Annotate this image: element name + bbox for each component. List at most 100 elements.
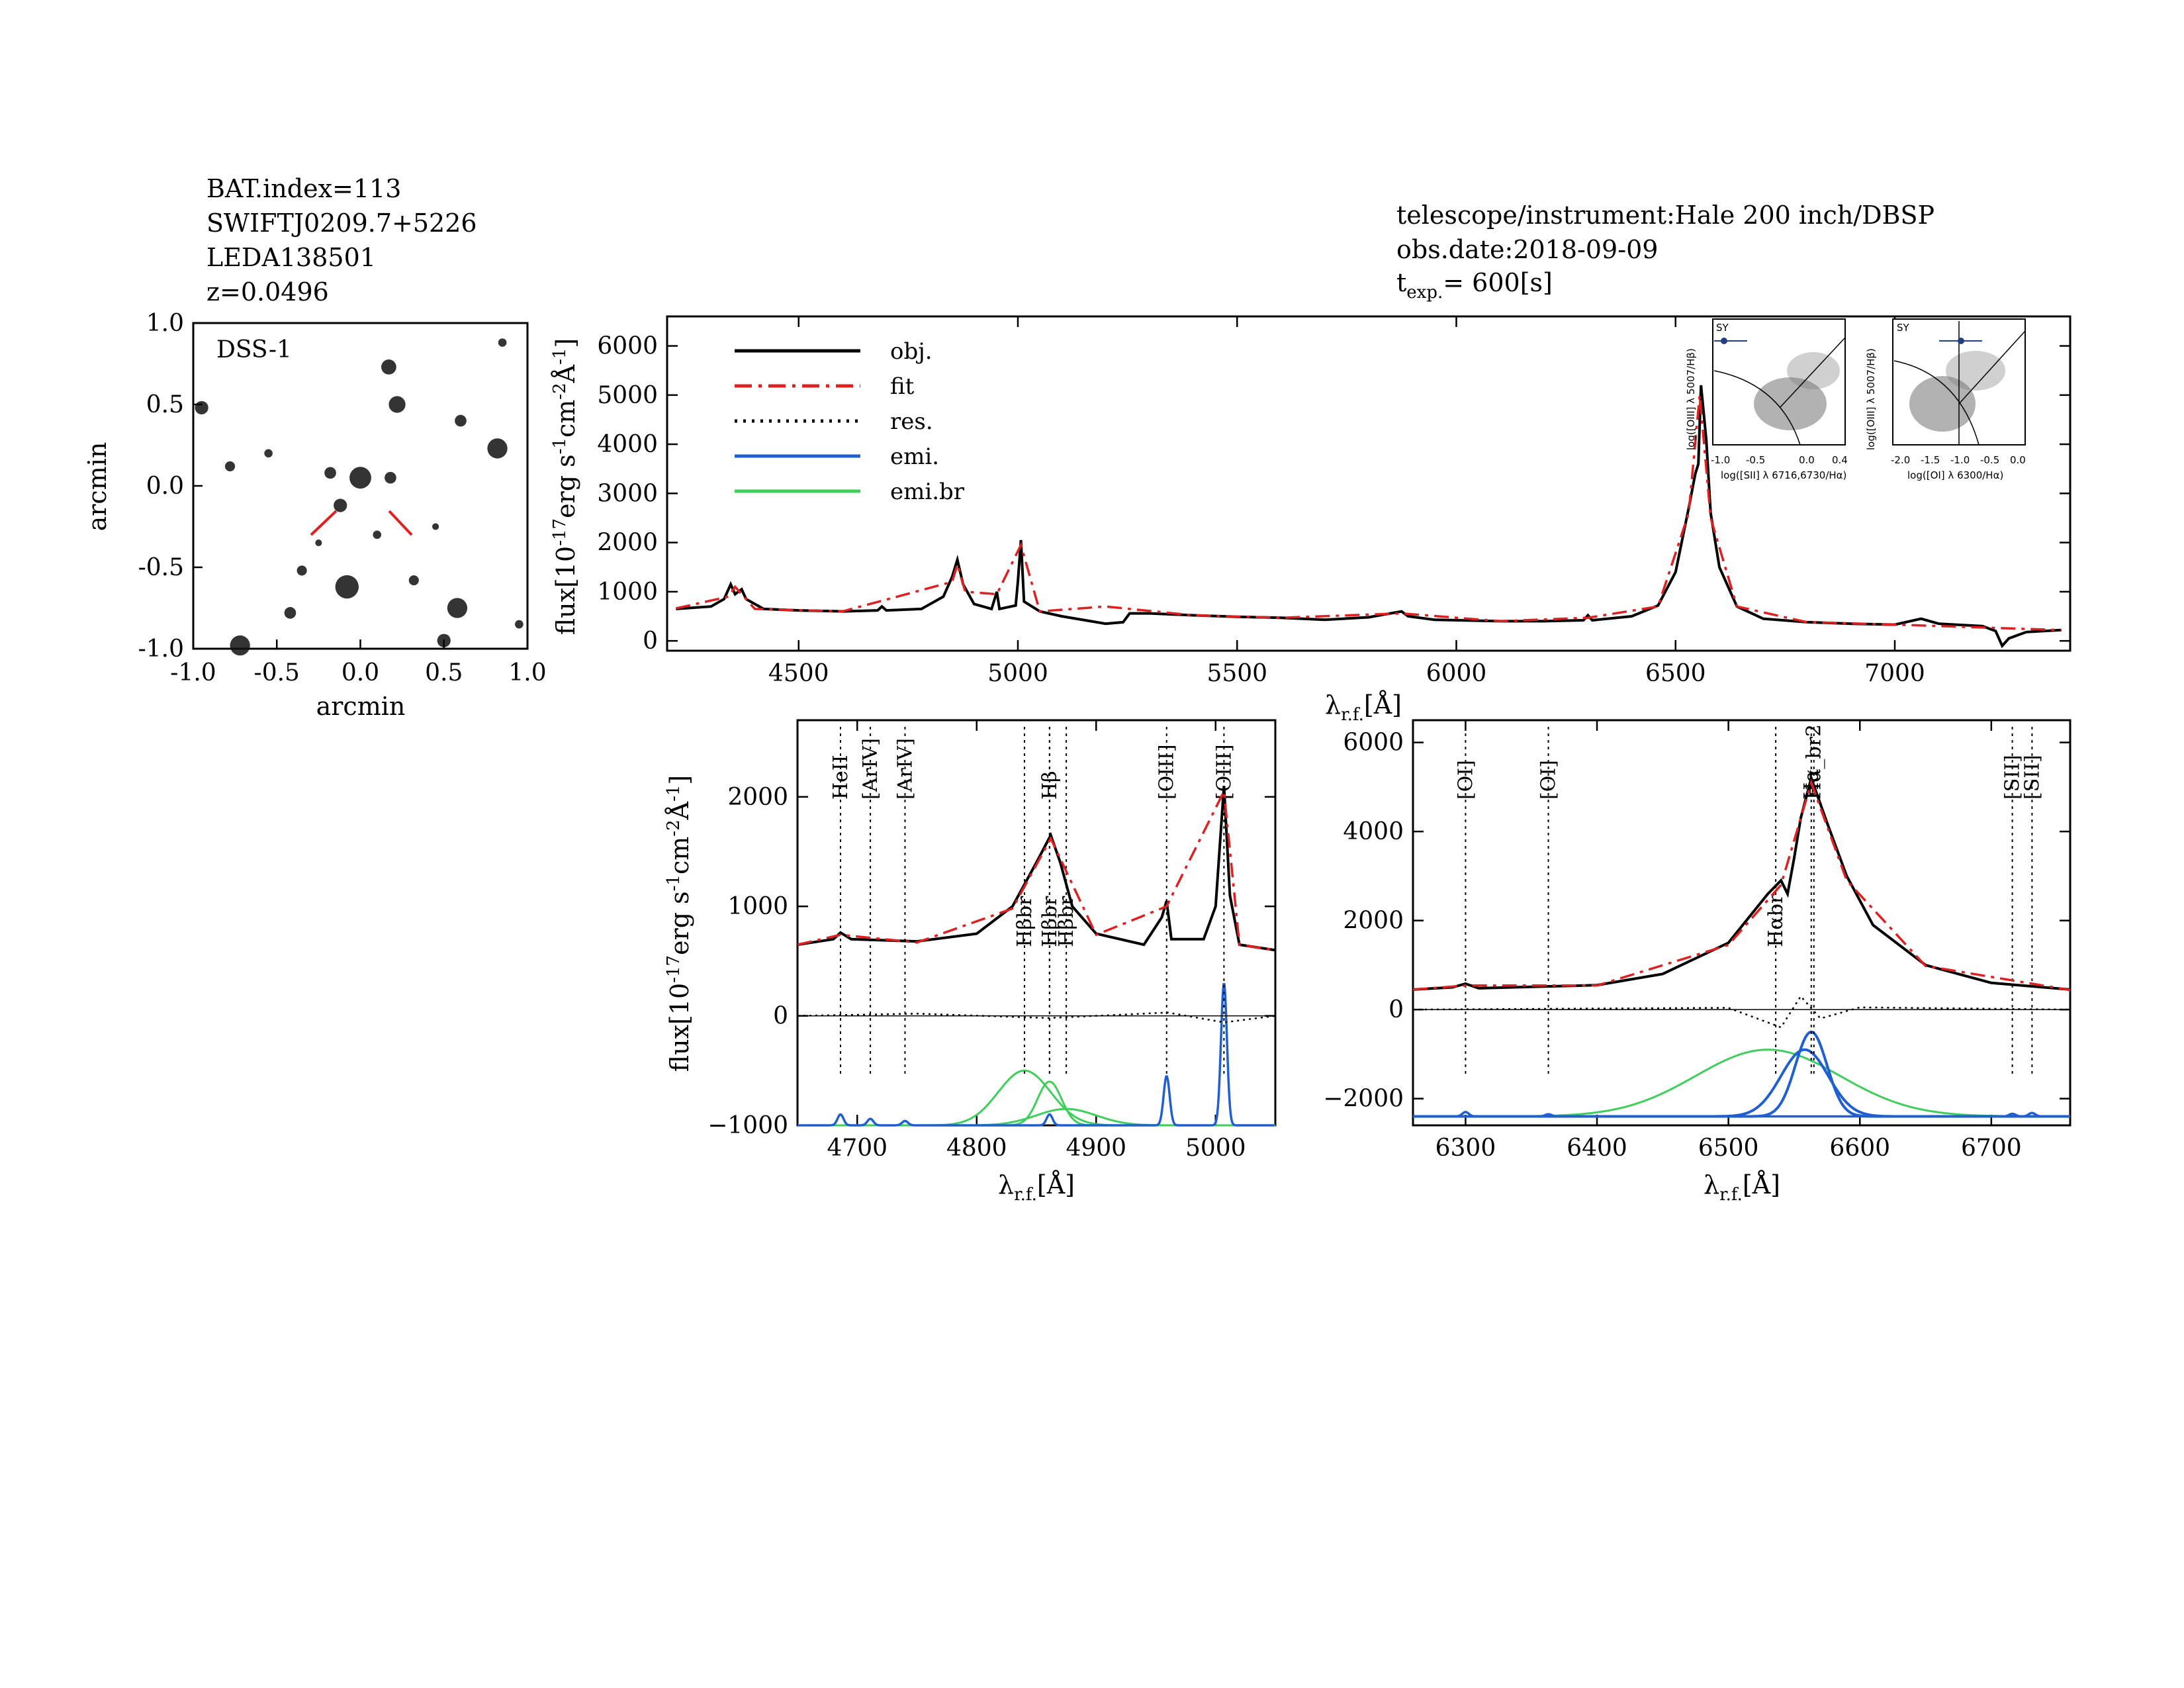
hbeta-line-label-2: [ArIV] — [859, 738, 882, 800]
bpt-oi-xlabel: log([OI] λ 6300/Hα) — [1907, 469, 2003, 481]
legend-fit: fit — [890, 373, 915, 400]
halpha-xtick-label-1: 6300 — [1435, 1135, 1496, 1162]
star-7 — [324, 467, 336, 479]
image-xtick-label-1: -1.0 — [170, 659, 216, 686]
bpt-oi-xtick-2: -1.5 — [1921, 454, 1940, 466]
bpt-sii-xlabel: log([SII] λ 6716,6730/Hα) — [1721, 469, 1846, 481]
hbeta-xtick-label-1: 4700 — [827, 1135, 887, 1162]
legend-obj: obj. — [890, 338, 933, 365]
halpha-line-label-7: [SII] — [2021, 755, 2044, 800]
target-marker-left — [310, 510, 338, 536]
star-21 — [315, 539, 322, 547]
halpha-emi-br-1 — [1413, 1049, 2068, 1117]
bpt-oi-ticks: -2.0 -1.5 -1.0 -0.5 0.0 — [1891, 454, 2026, 466]
image-axis-ticks: -1.0-1.0 -0.5 -0.5 0.0 0.0 0.5 0.5 1.0 1.0 — [138, 310, 547, 686]
halpha-line-label-6: [SII] — [2001, 755, 2025, 800]
hbeta-line-label-8: Hβbr — [1038, 896, 1062, 947]
main-xtick-label-4: 6000 — [1426, 660, 1487, 687]
hbeta-plot-lines: HeII [ArIV] [ArIV] Hβ [OIII] [OIII]Hβbr HβbrHβ… — [797, 727, 1276, 1127]
hbeta-axis-ticks: 4700 4800 4900 5000 −1000 0 1000 2000 — [707, 720, 1275, 1162]
star-3 — [388, 396, 406, 413]
bpt-sii-xtick-2: -0.5 — [1746, 454, 1765, 466]
star-10 — [335, 575, 359, 599]
hbeta-line-label-9: Hβbr — [1055, 896, 1078, 947]
star-2 — [381, 359, 396, 375]
bpt-oi-xtick-4: -0.5 — [1980, 454, 1999, 466]
star-5 — [455, 414, 467, 427]
bpt-oi-seyfert-line — [1958, 330, 2026, 404]
star-6 — [349, 467, 371, 489]
star-8 — [334, 498, 347, 512]
main-xlabel: λr.f.[Å] — [1325, 690, 1402, 725]
legend: obj. fit res. emi. emi.br — [735, 338, 965, 505]
halpha-xtick-label-2: 6400 — [1567, 1135, 1627, 1162]
main-ytick-label-7: 6000 — [597, 333, 658, 360]
bpt-sii-xtick-3: 0.0 — [1799, 454, 1815, 466]
main-xtick-label-1: 4500 — [768, 660, 829, 687]
star-4 — [487, 438, 508, 459]
main-xtick-label-3: 5500 — [1206, 660, 1267, 687]
halpha-line-label-1: [OI] — [1454, 760, 1477, 800]
main-frame — [666, 315, 2071, 652]
bpt-sii-xtick-1: -1.0 — [1711, 454, 1730, 466]
halpha-obj-spectrum — [1412, 773, 2071, 991]
hbeta-emi-narrow — [797, 983, 1275, 1127]
bpt-sii-xtick-4: 0.4 — [1832, 454, 1848, 466]
hbeta-emi-br-3 — [797, 1107, 1275, 1127]
halpha-ytick-label-3: 2000 — [1343, 908, 1404, 935]
bpt-oi-xtick-3: -1.0 — [1950, 454, 1970, 466]
bpt-sii-ylabel: log([OIII] λ 5007/Hβ) — [1685, 348, 1697, 450]
hbeta-xtick-label-4: 5000 — [1185, 1135, 1246, 1162]
hbeta-residual — [797, 1011, 1276, 1023]
hbeta-line-label-3: [ArIV] — [893, 738, 917, 800]
star-22 — [515, 620, 523, 629]
halpha-xtick-label-5: 6700 — [1961, 1135, 2022, 1162]
image-ytick-label-1: -1.0 — [138, 635, 184, 663]
main-xtick-label-5: 6500 — [1645, 660, 1706, 687]
star-field — [195, 338, 523, 656]
hbeta-line-label-7: Hβbr — [1013, 896, 1036, 947]
hbeta-line-label-5: [OIII] — [1156, 744, 1179, 800]
hbeta-emi-br-1 — [797, 1069, 1275, 1127]
swift-id-text: SWIFTJ0209.7+5226 — [206, 209, 477, 238]
bpt-oi-density-2 — [1946, 351, 2005, 391]
image-xlabel: arcmin — [316, 692, 406, 721]
halpha-line-label-3: Hαbr — [1764, 894, 1788, 947]
bpt-sii-seyfert-line — [1780, 337, 1846, 408]
halpha-ytick-label-4: 4000 — [1343, 818, 1404, 845]
obs-date-text: obs.date:2018-09-09 — [1396, 235, 1658, 264]
hbeta-ytick-label-3: 1000 — [727, 893, 788, 920]
image-xtick-label-5: 1.0 — [508, 659, 546, 686]
hbeta-ytick-label-1: −1000 — [707, 1112, 788, 1139]
star-23 — [432, 523, 439, 530]
bpt-sii-density-2 — [1787, 352, 1840, 389]
hbeta-ylabel: flux[10-17erg s-1cm-2Å-1] — [664, 775, 694, 1072]
legend-res: res. — [890, 408, 933, 435]
bpt-inset-sii: SY log([SII] λ 6716,6730/Hα) log([OIII] … — [1685, 318, 1848, 481]
bpt-sii-density — [1754, 377, 1827, 430]
main-ytick-label-4: 3000 — [597, 480, 658, 507]
bat-index-text: BAT.index=113 — [206, 174, 401, 203]
main-ytick-label-5: 4000 — [597, 431, 658, 458]
halpha-xtick-label-3: 6500 — [1698, 1135, 1759, 1162]
halpha-zoom-panel: 6300 6400 6500 6600 6700 −2000 0 2000 4000 6000 [… — [1323, 719, 2071, 1205]
dss-label: DSS-1 — [216, 336, 292, 363]
main-xtick-label-2: 5000 — [987, 660, 1048, 687]
star-13 — [447, 598, 468, 618]
hbeta-zoom-panel: 4700 4800 4900 5000 −1000 0 1000 2000 HeII [ArIV… — [664, 719, 1277, 1205]
halpha-fit-spectrum — [1412, 778, 2071, 992]
image-ytick-label-2: -0.5 — [138, 554, 184, 581]
star-9 — [385, 471, 396, 484]
halpha-frame — [1412, 719, 2071, 1127]
halpha-ytick-label-2: 0 — [1388, 996, 1404, 1023]
texp-text: texp.= 600[s] — [1396, 268, 1553, 303]
bpt-inset-oi: SY log([OI] λ 6300/Hα) log([OIII] λ 5007… — [1865, 318, 2026, 481]
main-axis-ticks: 4500 5000 5500 6000 6500 7000 0 1000 2000 3000 400… — [597, 316, 2070, 687]
bpt-oi-kewley-curve — [1893, 360, 1979, 445]
leda-text: LEDA138501 — [206, 243, 376, 272]
bpt-oi-xtick-5: 0.0 — [2010, 454, 2026, 466]
bpt-sii-sy-label: SY — [1716, 322, 1729, 334]
halpha-emi-core-2 — [1413, 1048, 2070, 1118]
bpt-sii-kewley-curve — [1713, 370, 1801, 445]
